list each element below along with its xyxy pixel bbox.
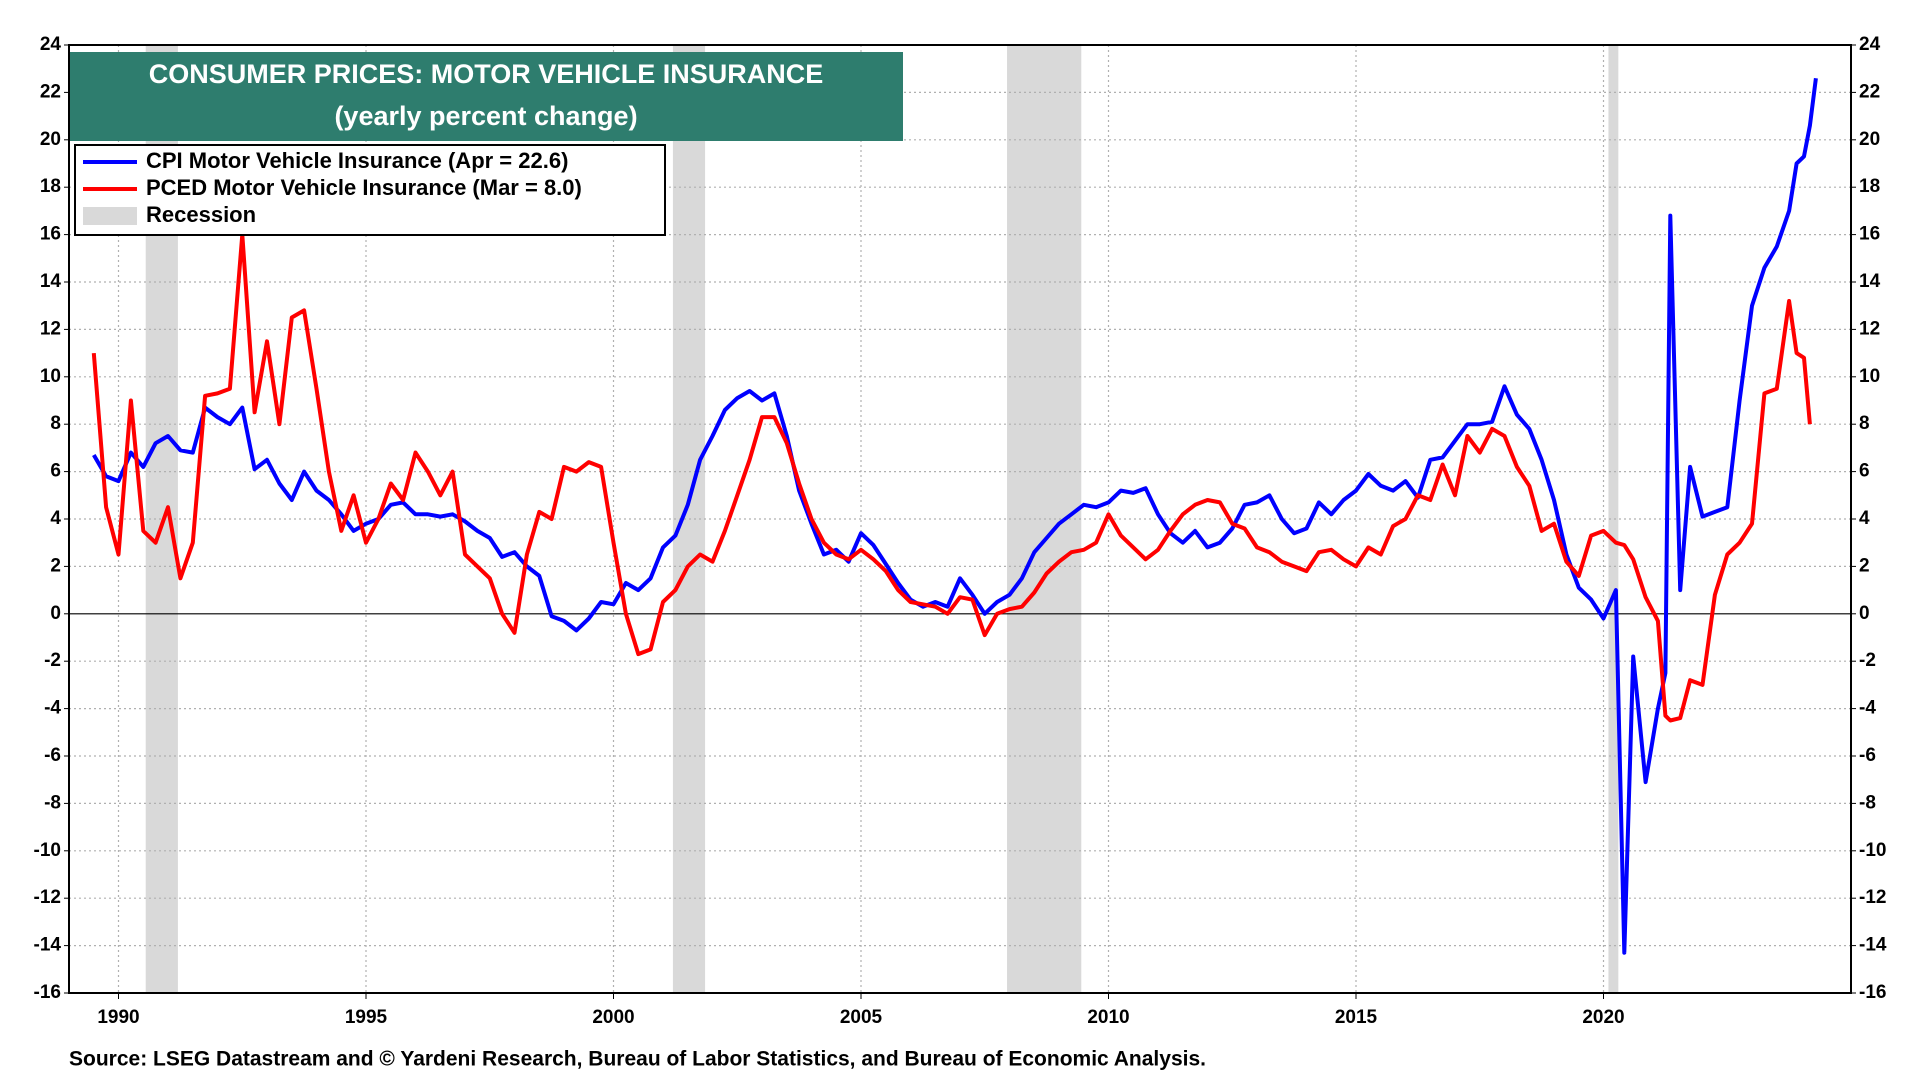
y2-tick-label: 24 — [1859, 34, 1881, 55]
y-tick-label: -6 — [44, 745, 61, 766]
x-tick-label: 2005 — [840, 1007, 883, 1028]
chart-subtitle: (yearly percent change) — [334, 101, 637, 131]
legend-swatch — [83, 207, 137, 225]
y2-tick-label: 22 — [1859, 81, 1880, 102]
y2-tick-label: 14 — [1859, 271, 1881, 292]
legend-label: PCED Motor Vehicle Insurance (Mar = 8.0) — [146, 175, 582, 200]
y-tick-label: 10 — [40, 366, 61, 387]
y-tick-label: -2 — [44, 650, 61, 671]
y2-tick-label: 18 — [1859, 176, 1880, 197]
y-tick-label: 0 — [50, 603, 61, 624]
y-tick-label: -14 — [34, 935, 62, 956]
y2-tick-label: 20 — [1859, 129, 1880, 150]
y-tick-label: 22 — [40, 81, 61, 102]
y-tick-label: 14 — [40, 271, 62, 292]
y-tick-label: 20 — [40, 129, 61, 150]
y-tick-label: 18 — [40, 176, 61, 197]
y-tick-label: -10 — [34, 840, 61, 861]
y2-tick-label: -10 — [1859, 840, 1886, 861]
y-tick-label: 16 — [40, 224, 61, 245]
y2-tick-label: 12 — [1859, 318, 1880, 339]
x-tick-label: 2000 — [592, 1007, 634, 1028]
y2-tick-label: -6 — [1859, 745, 1876, 766]
x-tick-label: 2015 — [1335, 1007, 1378, 1028]
y-tick-label: 6 — [50, 461, 61, 482]
x-tick-label: 2010 — [1087, 1007, 1129, 1028]
y2-tick-label: 6 — [1859, 461, 1870, 482]
y2-tick-label: -8 — [1859, 792, 1876, 813]
y2-tick-label: -16 — [1859, 982, 1886, 1003]
y-tick-label: -4 — [44, 698, 61, 719]
recession-band — [1608, 45, 1619, 993]
y2-tick-label: -4 — [1859, 698, 1876, 719]
plot-frame — [68, 44, 1852, 994]
source-note: Source: LSEG Datastream and © Yardeni Re… — [69, 1048, 1206, 1071]
legend-label: Recession — [146, 202, 256, 227]
y2-tick-label: 4 — [1859, 508, 1870, 529]
series-line — [91, 232, 1812, 723]
series-line — [92, 77, 1818, 955]
x-tick-label: 1995 — [345, 1007, 388, 1028]
x-tick-label: 1990 — [97, 1007, 139, 1028]
y-tick-label: 8 — [50, 413, 61, 434]
chart-title: CONSUMER PRICES: MOTOR VEHICLE INSURANCE — [149, 59, 824, 89]
y-tick-label: -8 — [44, 792, 61, 813]
x-tick-label: 2020 — [1582, 1007, 1624, 1028]
legend-label: CPI Motor Vehicle Insurance (Apr = 22.6) — [146, 148, 568, 173]
y-tick-label: 12 — [40, 318, 61, 339]
y-tick-label: 4 — [50, 508, 61, 529]
y-tick-label: 2 — [50, 555, 61, 576]
y-tick-label: -16 — [34, 982, 61, 1003]
y-tick-label: -12 — [34, 887, 61, 908]
y2-tick-label: -2 — [1859, 650, 1876, 671]
y2-tick-label: 0 — [1859, 603, 1870, 624]
y2-tick-label: 8 — [1859, 413, 1870, 434]
y-tick-label: 24 — [40, 34, 62, 55]
y2-tick-label: 16 — [1859, 224, 1880, 245]
y2-tick-label: -14 — [1859, 935, 1887, 956]
y2-tick-label: -12 — [1859, 887, 1886, 908]
title-box — [70, 52, 903, 141]
y2-tick-label: 10 — [1859, 366, 1880, 387]
legend-box — [74, 144, 666, 236]
y2-tick-label: 2 — [1859, 555, 1870, 576]
